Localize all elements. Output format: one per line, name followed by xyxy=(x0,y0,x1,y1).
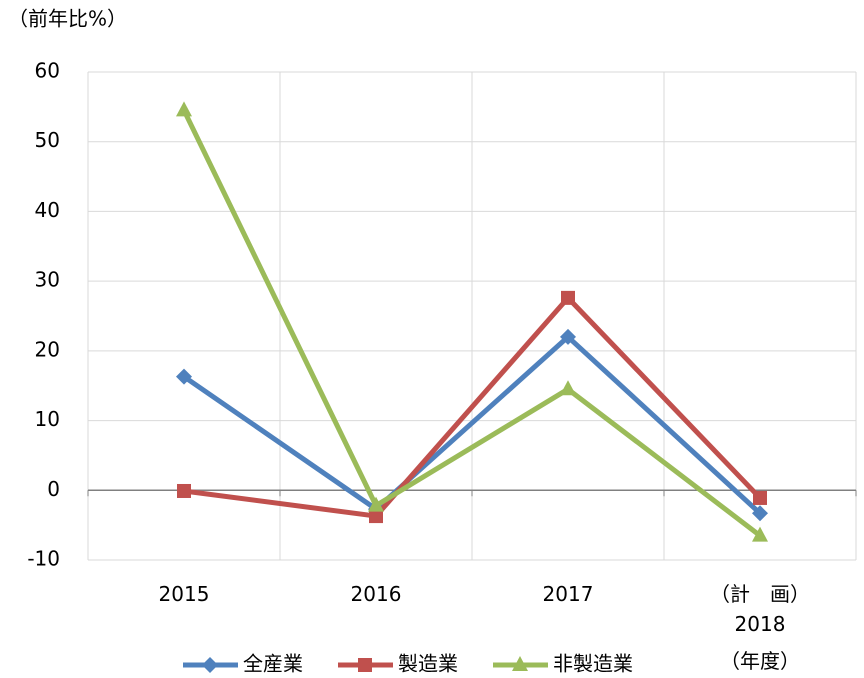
legend-label: 全産業 xyxy=(243,652,303,676)
x-tick-label: 2016 xyxy=(350,582,402,606)
x-tick-label: （計 画） 2018 xyxy=(710,582,810,636)
y-tick-label: 20 xyxy=(35,337,60,361)
x-axis-label: （年度） xyxy=(720,649,800,673)
marker xyxy=(177,483,191,498)
marker xyxy=(561,290,575,305)
legend-marker xyxy=(202,657,218,673)
series-line xyxy=(181,109,762,538)
y-tick-label: -10 xyxy=(27,547,60,571)
legend-label: 製造業 xyxy=(398,652,458,676)
x-tick-label: 2015 xyxy=(158,582,210,606)
y-tick-label: 30 xyxy=(35,268,60,292)
marker xyxy=(752,526,768,542)
marker xyxy=(176,101,192,117)
marker xyxy=(752,505,768,522)
series-line xyxy=(182,334,762,516)
legend-label: 非製造業 xyxy=(553,652,633,676)
legend-marker xyxy=(358,658,372,672)
y-tick-label: 0 xyxy=(47,477,60,501)
y-tick-label: 60 xyxy=(35,59,60,83)
x-tick-label: 2017 xyxy=(542,582,594,606)
y-tick-label: 40 xyxy=(35,198,60,222)
marker xyxy=(560,380,576,396)
marker xyxy=(176,368,192,385)
marker xyxy=(369,509,383,524)
marker xyxy=(368,496,384,512)
y-axis-label: （前年比%） xyxy=(8,7,127,31)
y-tick-label: 10 xyxy=(35,407,60,431)
series-line xyxy=(183,295,762,519)
legend-marker xyxy=(512,656,528,671)
marker xyxy=(753,490,767,505)
y-tick-label: 50 xyxy=(35,128,60,152)
marker xyxy=(560,328,576,345)
